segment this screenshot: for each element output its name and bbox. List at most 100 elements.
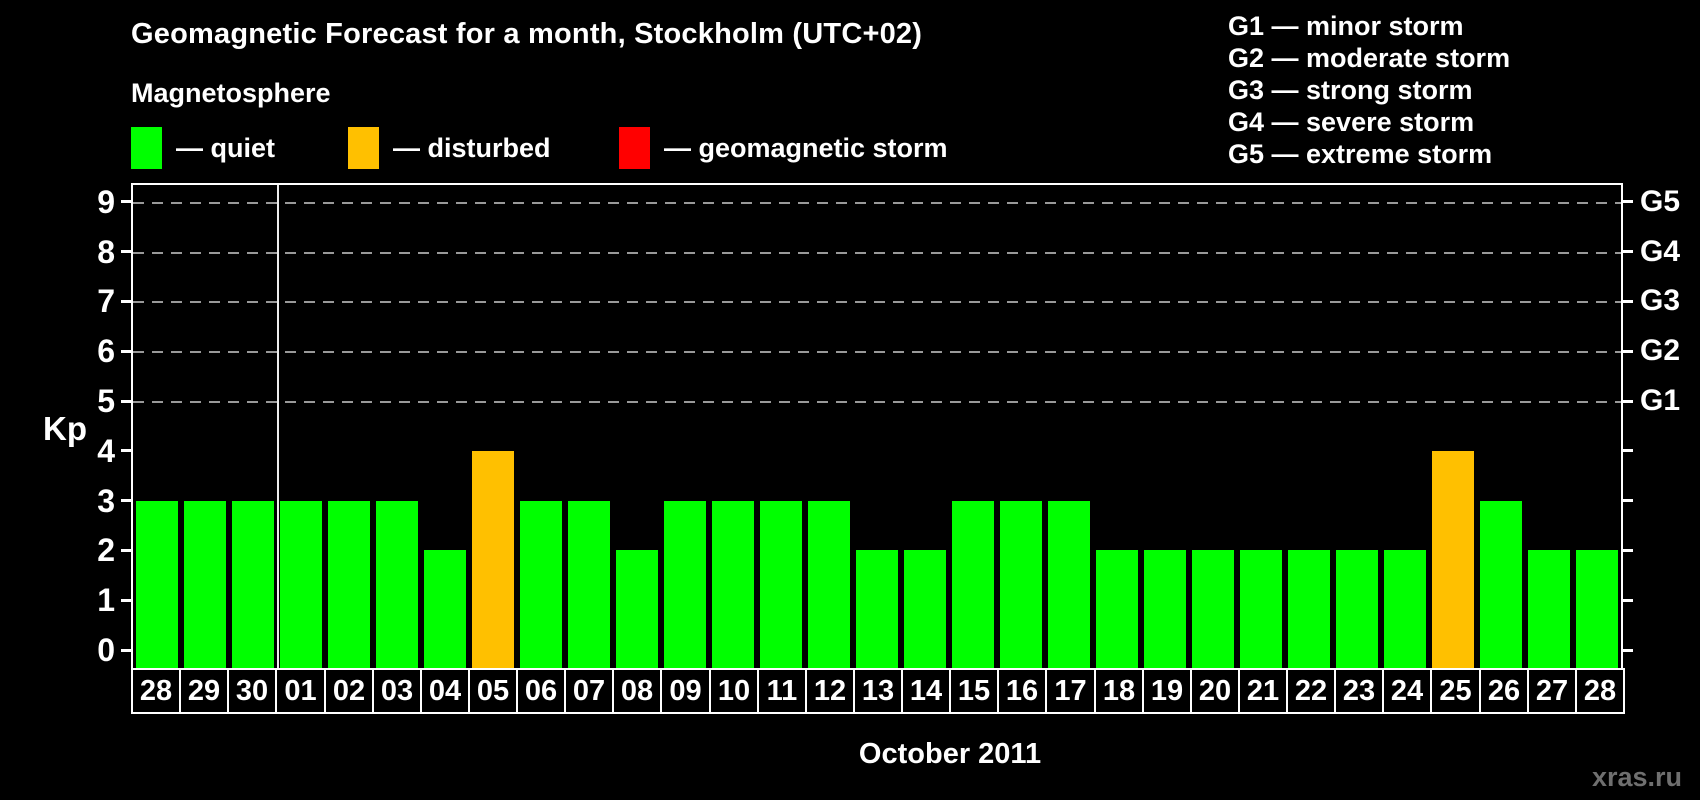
kp-bar-26 (1480, 501, 1522, 668)
date-box-13: 13 (853, 668, 903, 714)
right-tick-kp5 (1623, 400, 1633, 403)
kp-bar-13 (856, 550, 898, 668)
legend-item-quiet: — quiet (131, 126, 275, 170)
kp-bar-14 (904, 550, 946, 668)
kp-bar-10 (712, 501, 754, 668)
g-scale-label-G4: G4 (1640, 235, 1681, 268)
storm-scale-legend: G1 — minor storm G2 — moderate storm G3 — … (1228, 10, 1510, 170)
left-tick-kp7 (121, 300, 131, 303)
date-box-29: 29 (179, 668, 229, 714)
date-box-18: 18 (1094, 668, 1144, 714)
y-tick-label-3: 3 (97, 483, 115, 519)
date-box-05: 05 (468, 668, 518, 714)
kp-bar-02 (328, 501, 370, 668)
gridline-kp7 (133, 301, 1621, 304)
y-tick-label-9: 9 (97, 184, 115, 220)
y-axis-label: Kp (43, 410, 87, 447)
date-box-01: 01 (275, 668, 326, 714)
storm-scale-line-2: G2 — moderate storm (1228, 43, 1511, 73)
kp-bar-28 (1576, 550, 1618, 668)
watermark: xras.ru (1591, 762, 1682, 792)
right-tick-kp3 (1623, 499, 1633, 502)
left-tick-kp0 (121, 649, 131, 652)
date-box-26: 26 (1479, 668, 1529, 714)
kp-bar-03 (376, 501, 418, 668)
left-tick-kp4 (121, 449, 131, 452)
magnetosphere-subtitle: Magnetosphere (131, 78, 331, 108)
date-box-20: 20 (1190, 668, 1240, 714)
kp-bar-05 (472, 451, 514, 668)
kp-bar-28 (136, 501, 178, 668)
date-box-06: 06 (516, 668, 566, 714)
page-title: Geomagnetic Forecast for a month, Stockh… (131, 18, 923, 50)
kp-bar-08 (616, 550, 658, 668)
left-tick-kp8 (121, 250, 131, 253)
kp-bar-24 (1384, 550, 1426, 668)
kp-bar-23 (1336, 550, 1378, 668)
gridline-kp5 (133, 401, 1621, 403)
date-box-09: 09 (660, 668, 711, 714)
left-tick-kp1 (121, 599, 131, 602)
gridline-kp8 (133, 251, 1621, 254)
date-box-27: 27 (1527, 668, 1577, 714)
date-box-19: 19 (1142, 668, 1192, 714)
gridline-kp6 (133, 351, 1621, 354)
storm-scale-line-1: G1 — minor storm (1228, 11, 1464, 41)
date-box-21: 21 (1238, 668, 1288, 714)
date-box-12: 12 (805, 668, 855, 714)
right-tick-kp4 (1623, 449, 1633, 452)
right-tick-kp6 (1623, 350, 1633, 353)
date-box-02: 02 (324, 668, 374, 714)
date-box-24: 24 (1382, 668, 1432, 714)
plot-inner (133, 185, 1621, 668)
date-box-15: 15 (949, 668, 999, 714)
y-tick-label-1: 1 (97, 582, 115, 618)
y-tick-label-0: 0 (97, 632, 115, 668)
right-tick-kp9 (1623, 200, 1633, 203)
kp-bar-16 (1000, 501, 1042, 668)
kp-bar-20 (1192, 550, 1234, 668)
y-tick-label-8: 8 (97, 234, 115, 270)
date-box-17: 17 (1045, 668, 1096, 714)
kp-bar-22 (1288, 550, 1330, 668)
left-tick-kp9 (121, 200, 131, 203)
date-box-28: 28 (1575, 668, 1625, 714)
right-tick-kp7 (1623, 300, 1633, 303)
left-tick-kp5 (121, 400, 131, 403)
kp-bar-15 (952, 501, 994, 668)
date-box-03: 03 (372, 668, 422, 714)
quiet-swatch-icon (131, 127, 162, 169)
storm-scale-line-4: G4 — severe storm (1228, 107, 1475, 137)
kp-bar-11 (760, 501, 802, 668)
date-box-22: 22 (1286, 668, 1336, 714)
kp-bar-29 (184, 501, 226, 668)
legend-label-disturbed: — disturbed (393, 132, 551, 163)
left-tick-kp3 (121, 499, 131, 502)
disturbed-swatch-icon (348, 127, 379, 169)
right-tick-kp2 (1623, 549, 1633, 552)
date-box-07: 07 (564, 668, 614, 714)
date-box-11: 11 (757, 668, 807, 714)
right-tick-kp1 (1623, 599, 1633, 602)
g-scale-label-G3: G3 (1640, 284, 1681, 317)
gridline-kp9 (133, 201, 1621, 204)
plot-area (131, 183, 1623, 668)
left-tick-kp6 (121, 350, 131, 353)
date-box-08: 08 (612, 668, 662, 714)
date-box-28: 28 (131, 668, 181, 714)
kp-bar-01 (280, 501, 322, 668)
kp-bar-18 (1096, 550, 1138, 668)
kp-bar-07 (568, 501, 610, 668)
y-tick-label-5: 5 (97, 383, 115, 419)
right-tick-kp8 (1623, 250, 1633, 253)
kp-bar-09 (664, 501, 706, 668)
y-tick-label-4: 4 (97, 433, 115, 469)
g-scale-label-G2: G2 (1640, 334, 1681, 367)
legend-label-geomagnetic-storm: — geomagnetic storm (664, 132, 948, 163)
kp-bar-25 (1432, 451, 1474, 668)
storm-scale-line-3: G3 — strong storm (1228, 75, 1473, 105)
g-scale-label-G5: G5 (1640, 185, 1681, 218)
month-separator-line (277, 185, 279, 668)
y-tick-label-2: 2 (97, 532, 115, 568)
